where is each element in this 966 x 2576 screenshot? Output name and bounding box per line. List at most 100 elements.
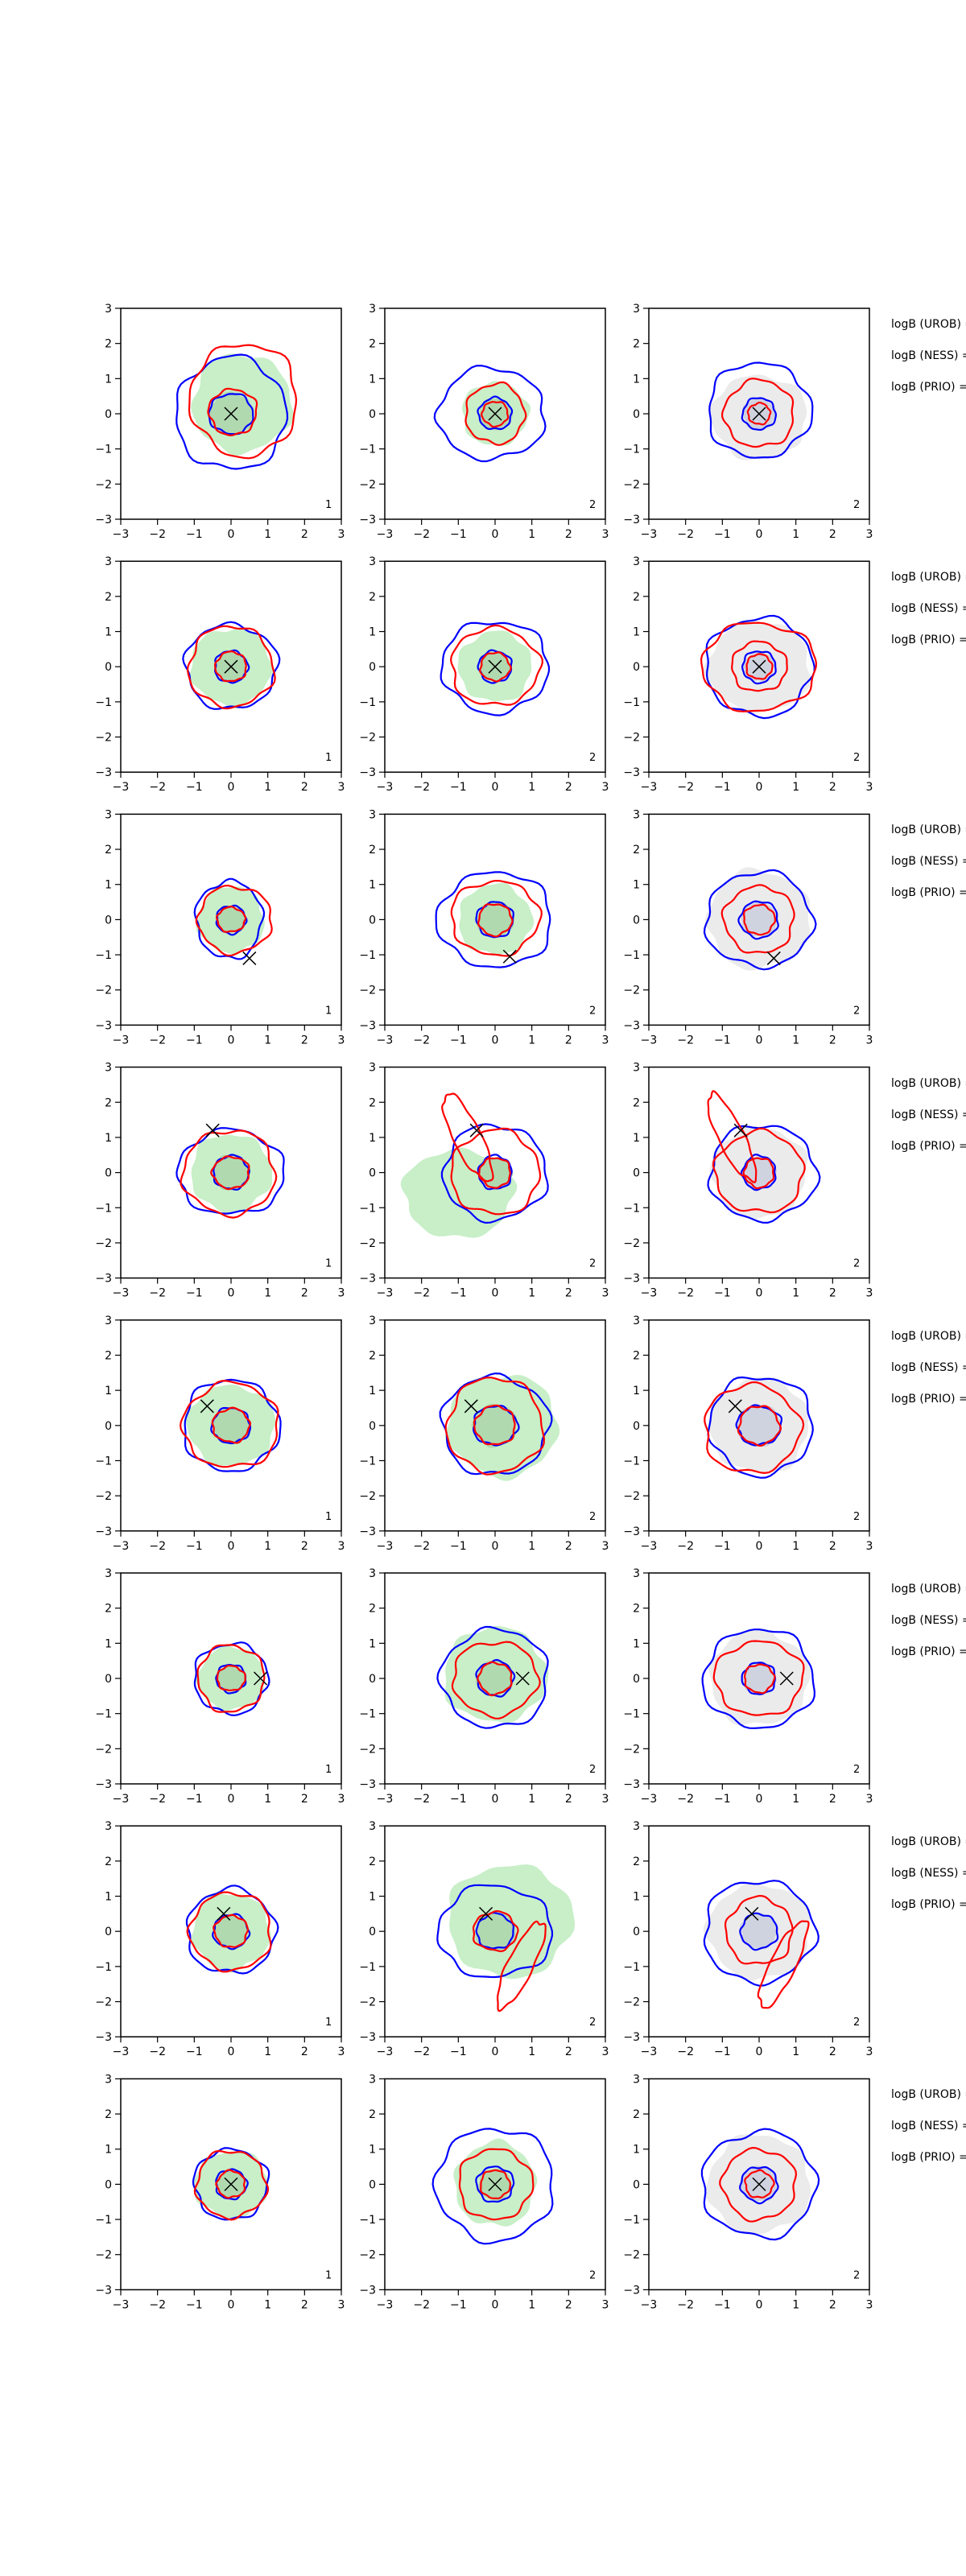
y-tick-label: −2 xyxy=(623,985,640,997)
true-value-marker xyxy=(224,407,238,421)
red-contour xyxy=(481,401,510,428)
y-tick-label: 3 xyxy=(369,1567,376,1580)
y-tick-label: 0 xyxy=(369,1673,376,1686)
y-tick-label: −3 xyxy=(623,1273,640,1286)
x-tick-label: −3 xyxy=(113,2298,130,2311)
panel-label: 2 xyxy=(853,499,860,511)
y-tick-label: 3 xyxy=(105,808,112,821)
x-tick-label: −1 xyxy=(186,781,203,794)
panel-label: 2 xyxy=(853,2017,860,2029)
y-tick-label: 1 xyxy=(633,1132,640,1145)
true-value-marker xyxy=(766,951,781,965)
x-tick-label: 0 xyxy=(756,2298,763,2311)
x-tick-label: −1 xyxy=(450,1793,467,1806)
y-tick-label: 2 xyxy=(633,1349,640,1362)
y-tick-label: 2 xyxy=(105,1349,112,1362)
x-tick-label: −3 xyxy=(641,1540,658,1553)
x-tick-label: 2 xyxy=(829,781,836,794)
panel-r7-c2: −3−3 −2 −2 −1 −1 0 0 1 1 2 2 3 3 2 xyxy=(359,1820,609,2058)
blue-contour xyxy=(431,2128,554,2245)
blue-contour xyxy=(708,361,814,459)
y-tick-label: 1 xyxy=(105,1891,112,1904)
x-tick-label: −1 xyxy=(450,1034,467,1046)
red-contour xyxy=(186,625,276,710)
red-contour xyxy=(451,1641,541,1719)
y-tick-label: 3 xyxy=(369,303,376,316)
density-fill xyxy=(475,1661,514,1697)
y-tick-label: 1 xyxy=(369,879,376,892)
y-tick-label: 0 xyxy=(105,1926,112,1938)
density-fill xyxy=(213,1914,248,1948)
x-tick-label: −1 xyxy=(714,2046,731,2058)
red-contour xyxy=(742,903,776,936)
blue-contour xyxy=(700,2128,820,2241)
y-tick-label: 1 xyxy=(105,1637,112,1650)
x-tick-label: 2 xyxy=(829,1034,836,1046)
blue-contour xyxy=(703,1880,819,1987)
y-tick-label: 2 xyxy=(105,1603,112,1616)
y-tick-label: −1 xyxy=(95,1455,112,1468)
x-tick-label: 3 xyxy=(866,2298,873,2311)
true-value-marker xyxy=(488,407,502,421)
x-tick-label: −3 xyxy=(377,528,394,541)
x-tick-label: −1 xyxy=(186,1540,203,1553)
x-tick-label: −1 xyxy=(714,1540,731,1553)
x-tick-label: 0 xyxy=(492,1287,499,1300)
y-tick-label: 3 xyxy=(105,1315,112,1327)
y-tick-label: 2 xyxy=(105,1096,112,1109)
plot-area xyxy=(193,1641,270,1717)
x-tick-label: 0 xyxy=(756,528,763,541)
y-tick-label: −2 xyxy=(623,732,640,745)
red-contour xyxy=(215,905,247,933)
red-contour xyxy=(193,2149,270,2221)
y-tick-label: 2 xyxy=(105,844,112,857)
y-tick-label: −2 xyxy=(623,1237,640,1250)
x-tick-label: 0 xyxy=(756,781,763,794)
x-tick-label: 0 xyxy=(492,781,499,794)
true-value-marker xyxy=(488,2177,502,2191)
logb-label: logB (NESS) = xyxy=(891,2120,966,2133)
y-tick-label: −2 xyxy=(359,732,376,745)
x-tick-label: 1 xyxy=(264,528,271,541)
true-value-marker xyxy=(224,2177,238,2191)
panel-r6-c1: −3−3 −2 −2 −1 −1 0 0 1 1 2 2 3 3 1 xyxy=(95,1567,345,1806)
x-tick-label: −3 xyxy=(377,2046,394,2058)
x-tick-label: 3 xyxy=(602,1287,609,1300)
y-tick-label: 0 xyxy=(633,661,640,674)
x-tick-label: 0 xyxy=(228,781,235,794)
y-tick-label: 3 xyxy=(369,1315,376,1327)
true-value-marker xyxy=(224,659,238,674)
y-tick-label: 3 xyxy=(105,1567,112,1580)
red-contour xyxy=(707,1090,758,1183)
y-tick-label: 1 xyxy=(105,1132,112,1145)
x-tick-label: 2 xyxy=(565,1793,572,1806)
panel-r7-c1: −3−3 −2 −2 −1 −1 0 0 1 1 2 2 3 3 1 xyxy=(95,1820,345,2058)
blue-contour xyxy=(475,1911,515,1950)
red-contour xyxy=(742,1157,775,1190)
y-tick-label: 1 xyxy=(633,373,640,386)
x-tick-label: −2 xyxy=(413,528,430,541)
panel-label: 2 xyxy=(853,1005,860,1017)
y-tick-label: 3 xyxy=(633,1062,640,1075)
x-tick-label: −3 xyxy=(113,1287,130,1300)
y-tick-label: −3 xyxy=(623,1778,640,1791)
x-tick-label: 3 xyxy=(338,2046,345,2058)
x-tick-label: −1 xyxy=(186,2298,203,2311)
true-value-marker xyxy=(200,1399,214,1414)
x-tick-label: 2 xyxy=(565,528,572,541)
x-tick-label: 0 xyxy=(756,1287,763,1300)
y-tick-label: −2 xyxy=(95,2249,112,2262)
true-value-marker xyxy=(733,1123,748,1137)
panel-label: 2 xyxy=(853,752,860,764)
x-tick-label: 0 xyxy=(756,1540,763,1553)
x-tick-label: −2 xyxy=(413,781,430,794)
panel-label: 2 xyxy=(853,1258,860,1270)
y-tick-label: −3 xyxy=(359,2031,376,2044)
x-tick-label: −1 xyxy=(450,781,467,794)
y-tick-label: 3 xyxy=(105,303,112,316)
x-tick-label: 2 xyxy=(301,2046,308,2058)
true-value-marker xyxy=(469,1123,484,1137)
blue-contour xyxy=(182,621,281,710)
blue-contour xyxy=(707,1376,814,1479)
